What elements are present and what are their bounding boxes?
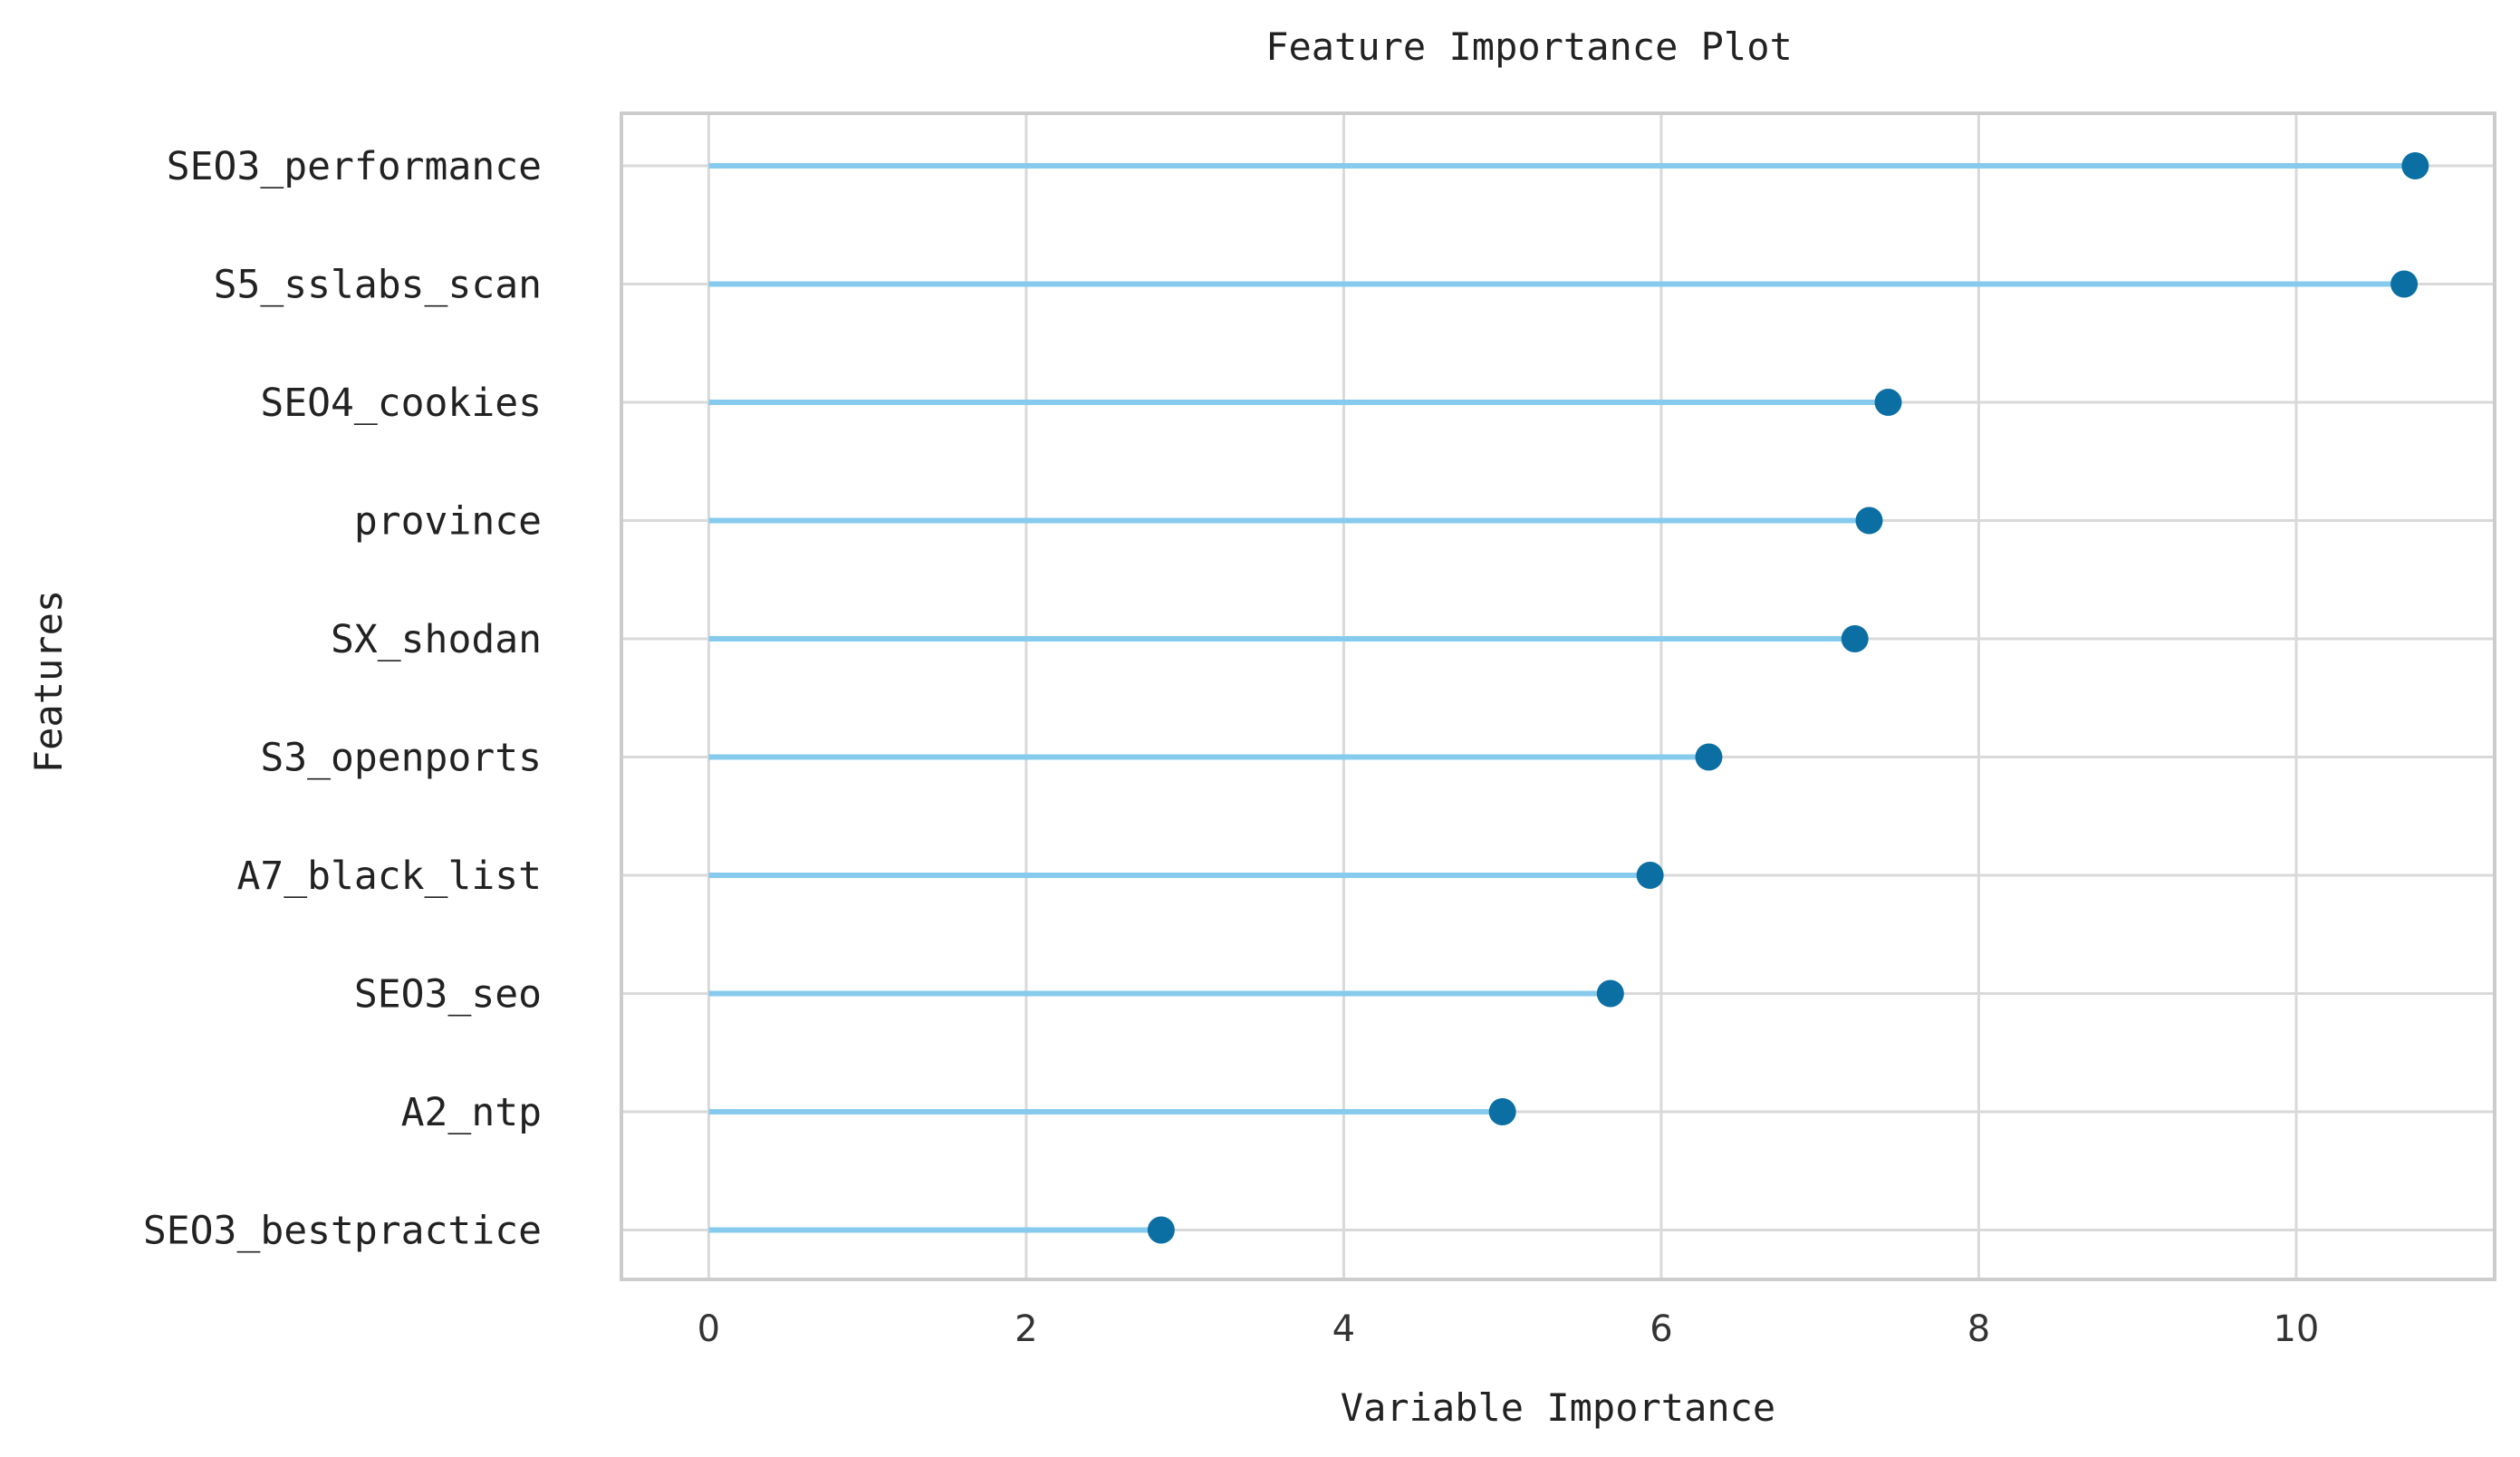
feature-label: S5_sslabs_scan xyxy=(214,263,542,308)
importance-marker xyxy=(1874,389,1902,416)
x-tick-label: 10 xyxy=(2273,1308,2319,1350)
feature-labels: SEO3_performance S5_sslabs_scan SEO4_cooki… xyxy=(143,144,542,1254)
importance-marker xyxy=(1855,507,1883,535)
importance-marker xyxy=(1596,979,1624,1008)
feature-label: SEO3_performance xyxy=(167,144,542,189)
importance-marker xyxy=(2390,270,2419,298)
importance-marker xyxy=(1488,1098,1516,1125)
importance-marker xyxy=(1636,862,1664,889)
feature-label: S3_openports xyxy=(260,736,542,781)
plot-area xyxy=(620,111,2496,1281)
x-tick-label: 2 xyxy=(1015,1308,1037,1350)
x-tick-label: 0 xyxy=(697,1308,720,1350)
feature-label: SX_shodan xyxy=(331,617,542,662)
feature-label: SEO3_seo xyxy=(354,972,542,1018)
importance-marker xyxy=(1841,625,1869,652)
x-tick-label: 4 xyxy=(1332,1308,1355,1350)
importance-marker xyxy=(1695,743,1723,771)
chart-title: Feature Importance Plot xyxy=(1265,24,1793,69)
x-tick-label: 6 xyxy=(1650,1308,1672,1350)
marker-layer xyxy=(1147,152,2429,1244)
feature-label: A2_ntp xyxy=(401,1090,542,1135)
plot-frame xyxy=(620,111,2496,1281)
x-axis-label: Variable Importance xyxy=(1341,1385,1775,1430)
x-tick-labels: 0 2 4 6 8 10 xyxy=(697,1308,2320,1350)
plot-background xyxy=(621,113,2495,1279)
feature-label: A7_black_list xyxy=(236,854,542,899)
feature-label: SEO3_bestpractice xyxy=(143,1209,542,1254)
x-tick-label: 8 xyxy=(1967,1308,1990,1350)
importance-marker xyxy=(1147,1216,1175,1244)
feature-label: province xyxy=(354,499,542,545)
y-axis-label: Features xyxy=(26,590,71,773)
importance-marker xyxy=(2401,152,2429,179)
stem-layer xyxy=(708,163,2416,1233)
feature-label: SEO4_cookies xyxy=(260,381,542,426)
